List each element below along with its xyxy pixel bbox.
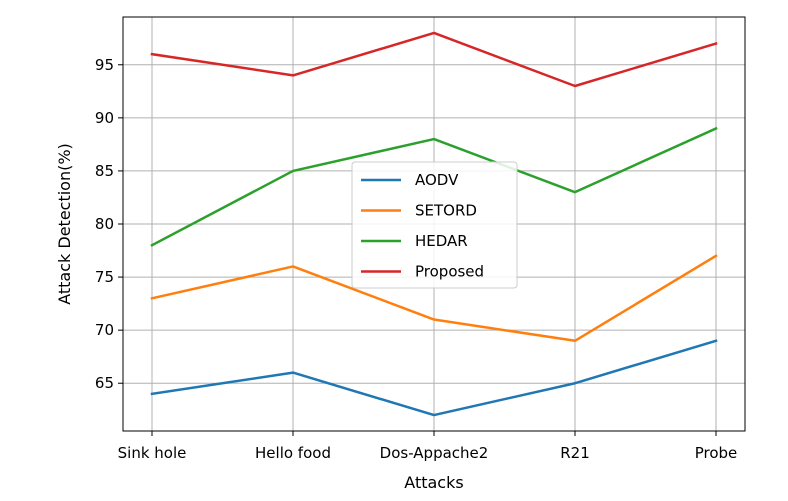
x-axis-label: Attacks xyxy=(404,473,463,492)
y-tick-label: 70 xyxy=(95,321,114,339)
x-tick-label: Probe xyxy=(695,444,738,462)
series-line-setord xyxy=(150,254,718,343)
legend-label-aodv: AODV xyxy=(415,171,459,189)
x-tick-label: R21 xyxy=(560,444,590,462)
series-line-hedar xyxy=(150,126,718,247)
series-line-proposed xyxy=(150,31,718,88)
legend-box xyxy=(351,161,518,289)
y-tick-label: 65 xyxy=(95,374,114,392)
y-tick-label: 95 xyxy=(95,56,114,74)
legend-label-proposed: Proposed xyxy=(415,263,484,281)
y-tick-label: 80 xyxy=(95,215,114,233)
axis-ticks: Sink hole Hello food Dos-Appache2 R21 Probe 6… xyxy=(95,56,737,462)
x-tick-label: Sink hole xyxy=(118,444,187,462)
legend: AODV SETORD HEDAR Proposed xyxy=(351,161,518,289)
y-tick-label: 75 xyxy=(95,268,114,286)
series-lines xyxy=(150,31,718,417)
legend-label-hedar: HEDAR xyxy=(415,232,468,250)
y-axis-label: Attack Detection(%) xyxy=(55,143,74,305)
legend-label-setord: SETORD xyxy=(415,202,477,220)
y-tick-label: 90 xyxy=(95,109,114,127)
series-line-aodv xyxy=(150,339,718,417)
x-tick-label: Hello food xyxy=(255,444,331,462)
y-tick-label: 85 xyxy=(95,162,114,180)
x-tick-label: Dos-Appache2 xyxy=(380,444,489,462)
